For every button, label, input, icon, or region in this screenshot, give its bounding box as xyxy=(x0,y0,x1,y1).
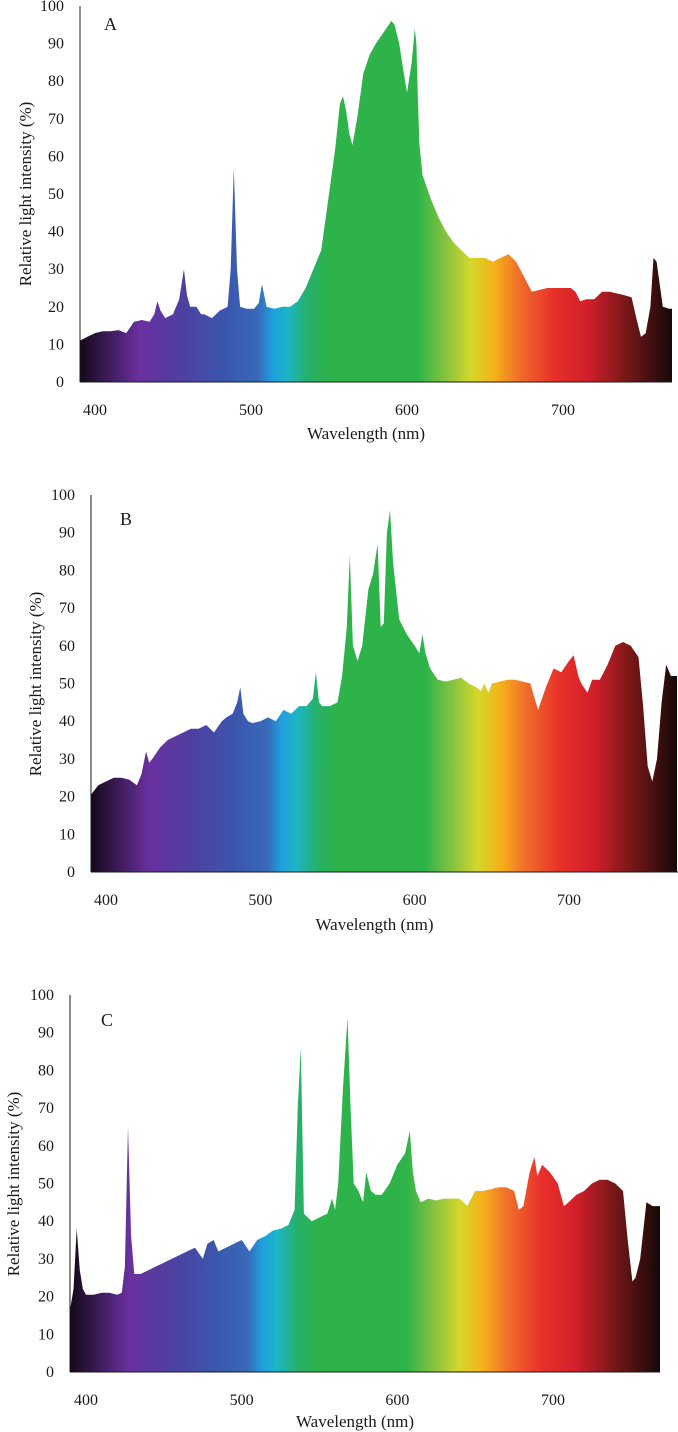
chart-panel-b: 0 10 20 30 40 50 60 70 80 90 100 400 500 600 700 B Wa… xyxy=(26,487,678,934)
y-axis-label: Relative light intensity (%) xyxy=(16,102,35,287)
x-tick-label: 600 xyxy=(403,892,427,909)
y-tick-label: 0 xyxy=(56,374,64,391)
y-tick-label: 50 xyxy=(48,186,64,203)
x-tick-label: 700 xyxy=(551,402,575,419)
chart-panel-a: 0 10 20 30 40 50 60 70 80 90 100 400 500 600 700 A Wa… xyxy=(16,0,672,443)
x-tick-label: 500 xyxy=(239,402,263,419)
y-tick-label: 60 xyxy=(59,638,75,655)
y-tick-label: 30 xyxy=(59,751,75,768)
panel-label: C xyxy=(101,1010,113,1030)
y-tick-label: 80 xyxy=(48,73,64,90)
y-tick-label: 40 xyxy=(38,1213,54,1230)
y-tick-label: 30 xyxy=(48,261,64,278)
x-tick-label: 600 xyxy=(385,1392,409,1409)
y-tick-label: 0 xyxy=(46,1364,54,1381)
x-tick-labels: 400 500 600 700 xyxy=(74,1392,565,1409)
y-tick-label: 70 xyxy=(59,600,75,617)
x-tick-label: 400 xyxy=(94,892,118,909)
y-tick-label: 100 xyxy=(40,0,64,15)
y-tick-label: 10 xyxy=(59,826,75,843)
y-tick-label: 70 xyxy=(48,111,64,128)
panel-label: A xyxy=(104,14,117,34)
y-axis-label: Relative light intensity (%) xyxy=(4,1092,23,1277)
spectrum-area xyxy=(80,21,672,382)
x-tick-label: 700 xyxy=(541,1392,565,1409)
y-tick-label: 100 xyxy=(30,987,54,1004)
y-tick-label: 20 xyxy=(48,299,64,316)
y-tick-label: 40 xyxy=(48,224,64,241)
y-tick-label: 100 xyxy=(51,487,75,504)
x-tick-label: 600 xyxy=(395,402,419,419)
y-tick-label: 80 xyxy=(59,562,75,579)
y-tick-labels: 0 10 20 30 40 50 60 70 80 90 100 xyxy=(30,987,54,1381)
x-tick-label: 700 xyxy=(557,892,581,909)
x-tick-label: 500 xyxy=(248,892,272,909)
y-tick-label: 70 xyxy=(38,1100,54,1117)
y-tick-label: 10 xyxy=(48,336,64,353)
spectrum-area xyxy=(91,510,677,872)
x-tick-labels: 400 500 600 700 xyxy=(83,402,575,419)
y-tick-label: 90 xyxy=(38,1025,54,1042)
y-tick-label: 90 xyxy=(48,36,64,53)
x-axis-label: Wavelength (nm) xyxy=(296,1412,414,1431)
y-tick-label: 50 xyxy=(38,1176,54,1193)
y-tick-label: 60 xyxy=(38,1138,54,1155)
panel-label: B xyxy=(120,509,132,529)
y-tick-label: 0 xyxy=(67,864,75,881)
y-tick-labels: 0 10 20 30 40 50 60 70 80 90 100 xyxy=(51,487,75,881)
y-axis-label: Relative light intensity (%) xyxy=(26,592,45,777)
x-tick-label: 500 xyxy=(230,1392,254,1409)
y-tick-label: 20 xyxy=(38,1289,54,1306)
y-tick-label: 20 xyxy=(59,789,75,806)
y-tick-label: 10 xyxy=(38,1326,54,1343)
x-tick-labels: 400 500 600 700 xyxy=(94,892,581,909)
y-tick-label: 80 xyxy=(38,1062,54,1079)
x-axis-label: Wavelength (nm) xyxy=(315,915,433,934)
spectrum-area xyxy=(70,1017,660,1372)
x-tick-label: 400 xyxy=(83,402,107,419)
y-tick-label: 50 xyxy=(59,676,75,693)
x-axis-label: Wavelength (nm) xyxy=(307,424,425,443)
x-tick-label: 400 xyxy=(74,1392,98,1409)
y-tick-label: 60 xyxy=(48,148,64,165)
y-tick-label: 40 xyxy=(59,713,75,730)
chart-panel-c: 0 10 20 30 40 50 60 70 80 90 100 400 500 600 700 C Wa… xyxy=(4,987,660,1431)
y-tick-label: 90 xyxy=(59,525,75,542)
y-tick-label: 30 xyxy=(38,1251,54,1268)
y-tick-labels: 0 10 20 30 40 50 60 70 80 90 100 xyxy=(40,0,64,391)
